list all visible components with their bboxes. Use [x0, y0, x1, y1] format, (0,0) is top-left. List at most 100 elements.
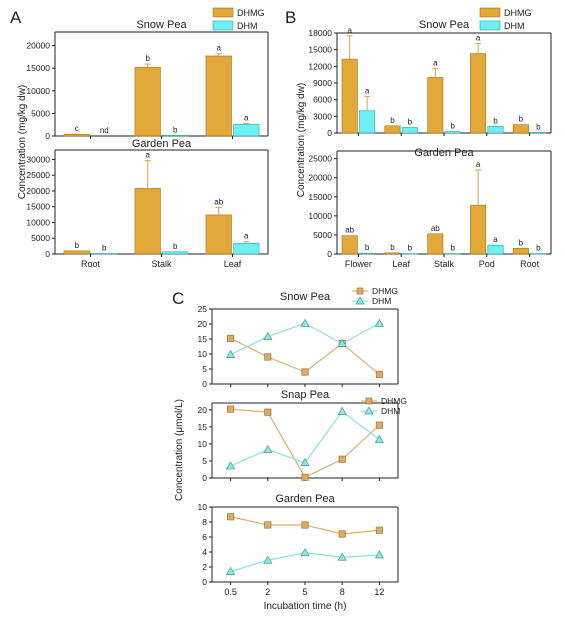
bar-dhmg-pod: [470, 53, 487, 134]
point-dhm: [263, 331, 273, 340]
chart-a-bottom: 0 5000 10000 15000 20000 25000 30000 Root Stalk L…: [26, 138, 269, 269]
chart-b-top: 0 3000 6000 9000 12000 15000 18000 Snow Pea Conc…: [296, 7, 552, 197]
bar-dhm-stalk: [444, 131, 461, 134]
legend-label-dhm: DHM: [504, 21, 525, 31]
bar-dhmg-stalk: [134, 188, 161, 255]
y-tick-label: 0: [327, 128, 332, 138]
bar-dhmg-leaf: [205, 55, 232, 137]
y-tick-label: 6000: [313, 95, 332, 105]
legend-swatch-dhm: [479, 20, 501, 31]
point-dhmg: [227, 513, 235, 521]
significance-letter: b: [408, 244, 413, 253]
point-dhmg: [338, 455, 346, 463]
bar-dhm-pod: [487, 126, 504, 134]
chart-title: Snow Pea: [280, 291, 331, 303]
chart-a-top: 0 5000 10000 15000 20000 Snow Pea Concentratio…: [17, 7, 269, 200]
bar-dhmg-pod: [470, 204, 487, 255]
point-dhmg: [264, 353, 272, 361]
significance-letter: b: [450, 244, 455, 253]
point-dhm: [300, 318, 310, 327]
significance-letter: b: [519, 238, 524, 247]
legend-marker-dhm: [364, 406, 374, 415]
point-dhm: [300, 548, 310, 557]
bar-dhm-stalk: [162, 135, 189, 137]
point-dhmg: [375, 526, 383, 534]
point-dhm: [337, 552, 347, 561]
significance-letter: a: [476, 34, 481, 43]
point-dhm: [300, 457, 310, 467]
significance-letter: b: [390, 116, 395, 125]
y-tick-label: 4: [202, 547, 207, 557]
significance-letter: ab: [431, 224, 440, 233]
x-tick-label: 2: [265, 587, 270, 597]
bar-dhm-stalk: [162, 251, 189, 255]
significance-letter: b: [365, 243, 370, 252]
y-tick-label: 10: [198, 349, 208, 359]
significance-letter: a: [145, 151, 150, 160]
legend-swatch-dhmg: [479, 7, 501, 18]
y-tick-label: 5000: [313, 230, 332, 240]
y-tick-label: 25000: [308, 154, 332, 164]
x-tick-label: Pod: [479, 259, 495, 269]
y-tick-label: 0: [327, 249, 332, 259]
bar-dhmg-root: [512, 124, 529, 134]
y-tick-label: 30000: [26, 154, 50, 164]
y-tick-label: 15: [198, 422, 208, 432]
y-tick-label: 10000: [308, 211, 332, 221]
bar-dhmg-stalk: [134, 66, 161, 137]
panel-letter-a: A: [10, 8, 22, 27]
significance-letter: b: [173, 242, 178, 251]
bar-dhmg-leaf: [384, 252, 401, 255]
x-tick-label: Root: [520, 259, 540, 269]
chart-c-snap: 0 5 10 15 20 Snap Pea Concentration (μmol/L) DH…: [174, 389, 407, 501]
bar-dhmg-stalk: [427, 77, 444, 134]
point-dhmg: [301, 473, 309, 481]
significance-letter: b: [519, 115, 524, 124]
significance-letter: b: [102, 244, 107, 253]
point-dhm: [225, 349, 236, 358]
legend-label-dhm: DHM: [372, 296, 391, 306]
legend-label-dhmg: DHMG: [237, 8, 265, 18]
bar-dhm-leaf: [401, 127, 418, 134]
y-axis-label: Concentration (μmol/L): [174, 399, 185, 501]
significance-letter: ab: [345, 226, 354, 235]
x-tick-label: 5: [302, 587, 307, 597]
y-axis-label: Concentration (mg/kg dw): [17, 85, 28, 200]
point-dhmg: [301, 368, 309, 376]
chart-title: Garden Pea: [132, 138, 192, 150]
bar-dhm-root: [530, 253, 547, 255]
bar-dhm-leaf: [233, 242, 260, 255]
y-tick-label: 5000: [31, 108, 50, 118]
y-tick-label: 18000: [308, 28, 332, 38]
bar-dhm-flower: [359, 252, 376, 255]
significance-letter: ab: [214, 197, 223, 206]
bar-dhmg-stalk: [427, 233, 444, 255]
point-dhm: [225, 461, 236, 470]
significance-letter: a: [476, 160, 481, 169]
chart-title: Snow Pea: [136, 19, 187, 31]
point-dhmg: [301, 521, 309, 529]
x-tick-label: Leaf: [224, 259, 242, 269]
significance-letter: b: [390, 243, 395, 252]
y-tick-label: 20000: [308, 173, 332, 183]
bar-dhm-stalk: [444, 253, 461, 255]
significance-letter: b: [493, 116, 498, 125]
chart-b-bottom: 0 5000 10000 15000 20000 25000 Flower Leaf Stalk…: [308, 147, 552, 269]
significance-letter: b: [173, 125, 178, 134]
bar-dhmg-flower: [341, 235, 358, 255]
line-dhmg: [230, 408, 380, 479]
y-tick-label: 15000: [26, 202, 50, 212]
y-tick-label: 15000: [26, 63, 50, 73]
bar-dhm-leaf: [233, 123, 260, 137]
significance-letter: a: [244, 113, 249, 122]
panel-letter-c: C: [172, 289, 184, 308]
legend-label-dhmg: DHMG: [381, 396, 407, 406]
y-tick-label: 0: [202, 473, 207, 483]
point-dhm: [263, 555, 273, 564]
y-tick-label: 10: [198, 502, 208, 512]
legend-label-dhm: DHM: [237, 21, 258, 31]
x-tick-label: Stalk: [151, 259, 172, 269]
